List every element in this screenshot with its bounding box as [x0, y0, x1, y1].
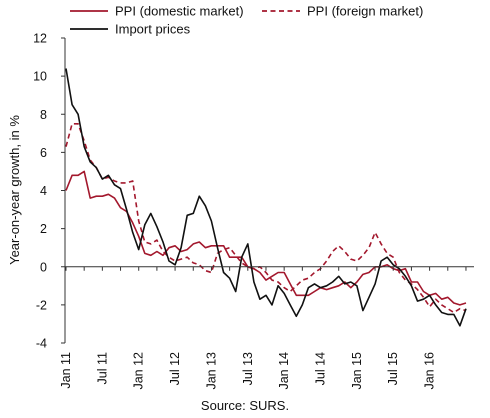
- y-axis-title: Year-on-year growth, in %: [7, 115, 22, 265]
- x-tick-label: Jan 12: [132, 352, 146, 390]
- y-tick-label: 4: [40, 184, 47, 198]
- x-tick-label: Jul 14: [314, 352, 328, 385]
- x-tick-label: Jul 13: [241, 352, 255, 385]
- x-tick-label: Jul 12: [168, 352, 182, 385]
- y-tick-label: 10: [33, 70, 47, 84]
- legend-label: PPI (foreign market): [307, 4, 423, 19]
- y-tick-label: 0: [40, 260, 47, 274]
- source-note: Source: SURS.: [200, 398, 290, 413]
- chart-axes: [64, 38, 474, 343]
- x-tick-label: Jul 15: [386, 352, 400, 385]
- y-tick-label: 12: [33, 32, 47, 46]
- y-tick-label: 2: [40, 222, 47, 236]
- y-tick-label: -2: [36, 298, 47, 312]
- series-line-1: [65, 123, 467, 314]
- x-tick-label: Jul 11: [95, 352, 109, 384]
- legend-label: PPI (domestic market): [115, 4, 244, 19]
- x-tick-label: Jan 14: [277, 352, 291, 390]
- legend-label: Import prices: [115, 22, 191, 37]
- x-tick-label: Jan 16: [423, 352, 437, 390]
- y-tick-label: -4: [36, 337, 47, 351]
- y-tick-label: 8: [40, 108, 47, 122]
- x-tick-label: Jan 13: [204, 352, 218, 390]
- y-tick-label: 6: [40, 146, 47, 160]
- x-tick-label: Jan 15: [350, 352, 364, 390]
- x-tick-label: Jan 11: [59, 352, 73, 389]
- y-axis-ticks: -4 -2 0 2 4 6 8 10 12: [33, 32, 65, 351]
- series-line-0: [65, 170, 467, 306]
- plot-lines: [65, 68, 467, 327]
- chart-legend: PPI (domestic market) PPI (foreign market…: [70, 4, 423, 37]
- series-line-2: [65, 68, 467, 327]
- x-axis-ticks: Jan 11 Jul 11 Jan 12 Jul 12 Jan 13 Jul 13 Jan …: [59, 266, 467, 390]
